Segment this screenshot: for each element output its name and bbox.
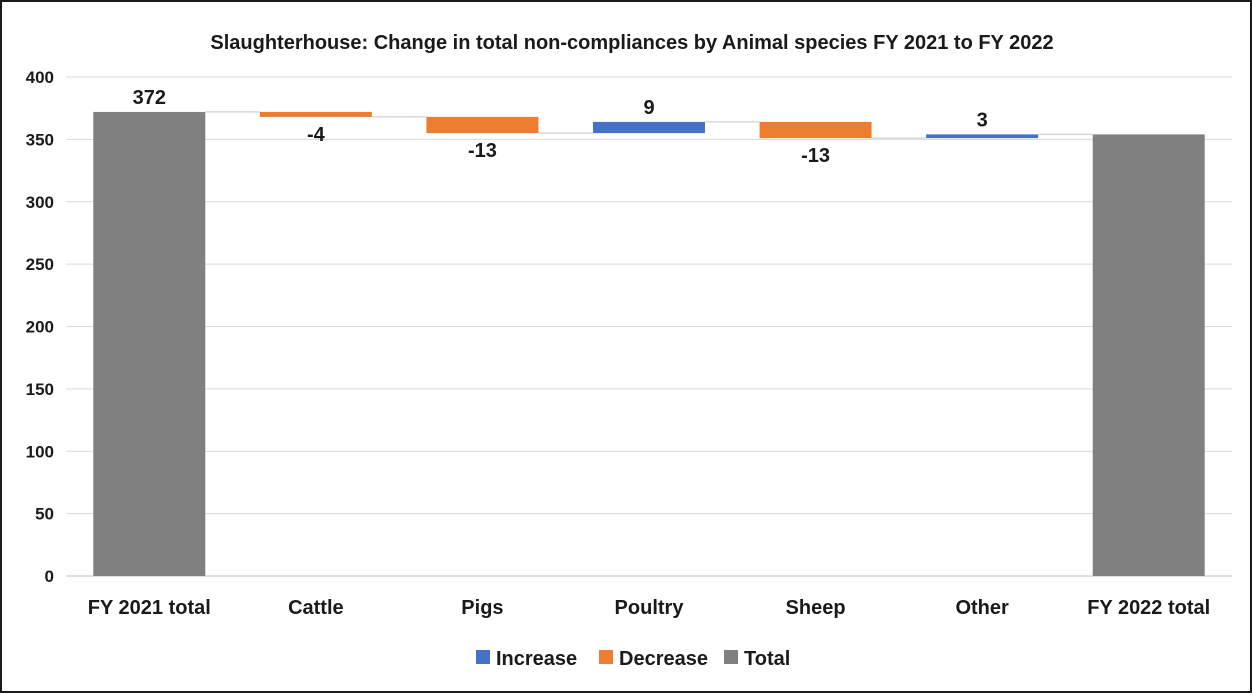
bar-cattle <box>259 111 372 117</box>
legend-label-decrease: Decrease <box>619 648 708 670</box>
y-tick-label: 400 <box>26 68 54 87</box>
gridlines <box>66 76 1232 577</box>
x-tick-label: FY 2022 total <box>1087 597 1210 619</box>
bar-other <box>926 134 1039 139</box>
bar-poultry <box>593 121 705 134</box>
legend-swatch-decrease <box>599 650 613 664</box>
y-tick-label: 50 <box>35 505 54 524</box>
y-tick-label: 0 <box>45 567 54 586</box>
connector-lines <box>205 111 1093 139</box>
y-tick-label: 150 <box>26 380 54 399</box>
data-labels: 372 -4 -13 9 -13 3 <box>133 87 988 167</box>
bar-sheep <box>759 121 872 139</box>
data-label: -13 <box>801 145 830 167</box>
data-label: -4 <box>307 124 326 146</box>
y-tick-label: 200 <box>26 318 54 337</box>
chart-title: Slaughterhouse: Change in total non-comp… <box>210 32 1053 54</box>
x-axis: FY 2021 total Cattle Pigs Poultry Sheep Other… <box>88 597 1210 619</box>
y-tick-label: 250 <box>26 255 54 274</box>
x-tick-label: FY 2021 total <box>88 597 211 619</box>
bar-fy-2022-total <box>1092 134 1205 576</box>
x-tick-label: Poultry <box>615 597 685 619</box>
legend-swatch-total <box>724 650 738 664</box>
bars <box>93 111 1205 577</box>
legend-swatch-increase <box>476 650 490 664</box>
y-tick-label: 100 <box>26 442 54 461</box>
x-tick-label: Other <box>955 597 1009 619</box>
legend: Increase Decrease Total <box>476 648 790 670</box>
bar-pigs <box>426 116 539 134</box>
x-tick-label: Cattle <box>288 597 344 619</box>
data-label: 372 <box>133 87 166 109</box>
bar-fy-2021-total <box>93 111 206 577</box>
y-tick-label: 350 <box>26 130 54 149</box>
legend-label-total: Total <box>744 648 790 670</box>
legend-label-increase: Increase <box>496 648 577 670</box>
y-tick-label: 300 <box>26 193 54 212</box>
x-tick-label: Sheep <box>786 597 846 619</box>
data-label: -13 <box>468 140 497 162</box>
x-tick-label: Pigs <box>461 597 503 619</box>
data-label: 9 <box>643 97 654 119</box>
y-axis: 0 50 100 150 200 250 300 350 400 <box>26 68 54 586</box>
data-label: 3 <box>977 109 988 131</box>
